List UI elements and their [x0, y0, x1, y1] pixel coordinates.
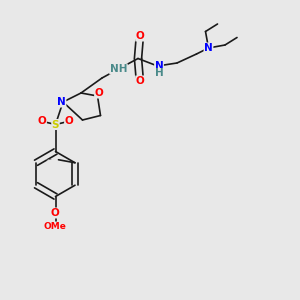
- Text: O: O: [38, 116, 46, 127]
- Text: OMe: OMe: [44, 222, 66, 231]
- Text: O: O: [64, 116, 74, 127]
- Text: N: N: [154, 61, 164, 71]
- Text: N: N: [204, 43, 213, 53]
- Text: H: H: [154, 68, 164, 79]
- Text: O: O: [136, 76, 145, 86]
- Text: O: O: [50, 208, 59, 218]
- Text: O: O: [94, 88, 103, 98]
- Text: S: S: [52, 119, 59, 130]
- Text: O: O: [136, 31, 145, 41]
- Text: NH: NH: [110, 64, 127, 74]
- Text: N: N: [57, 97, 66, 107]
- Text: methyl: methyl: [47, 159, 52, 160]
